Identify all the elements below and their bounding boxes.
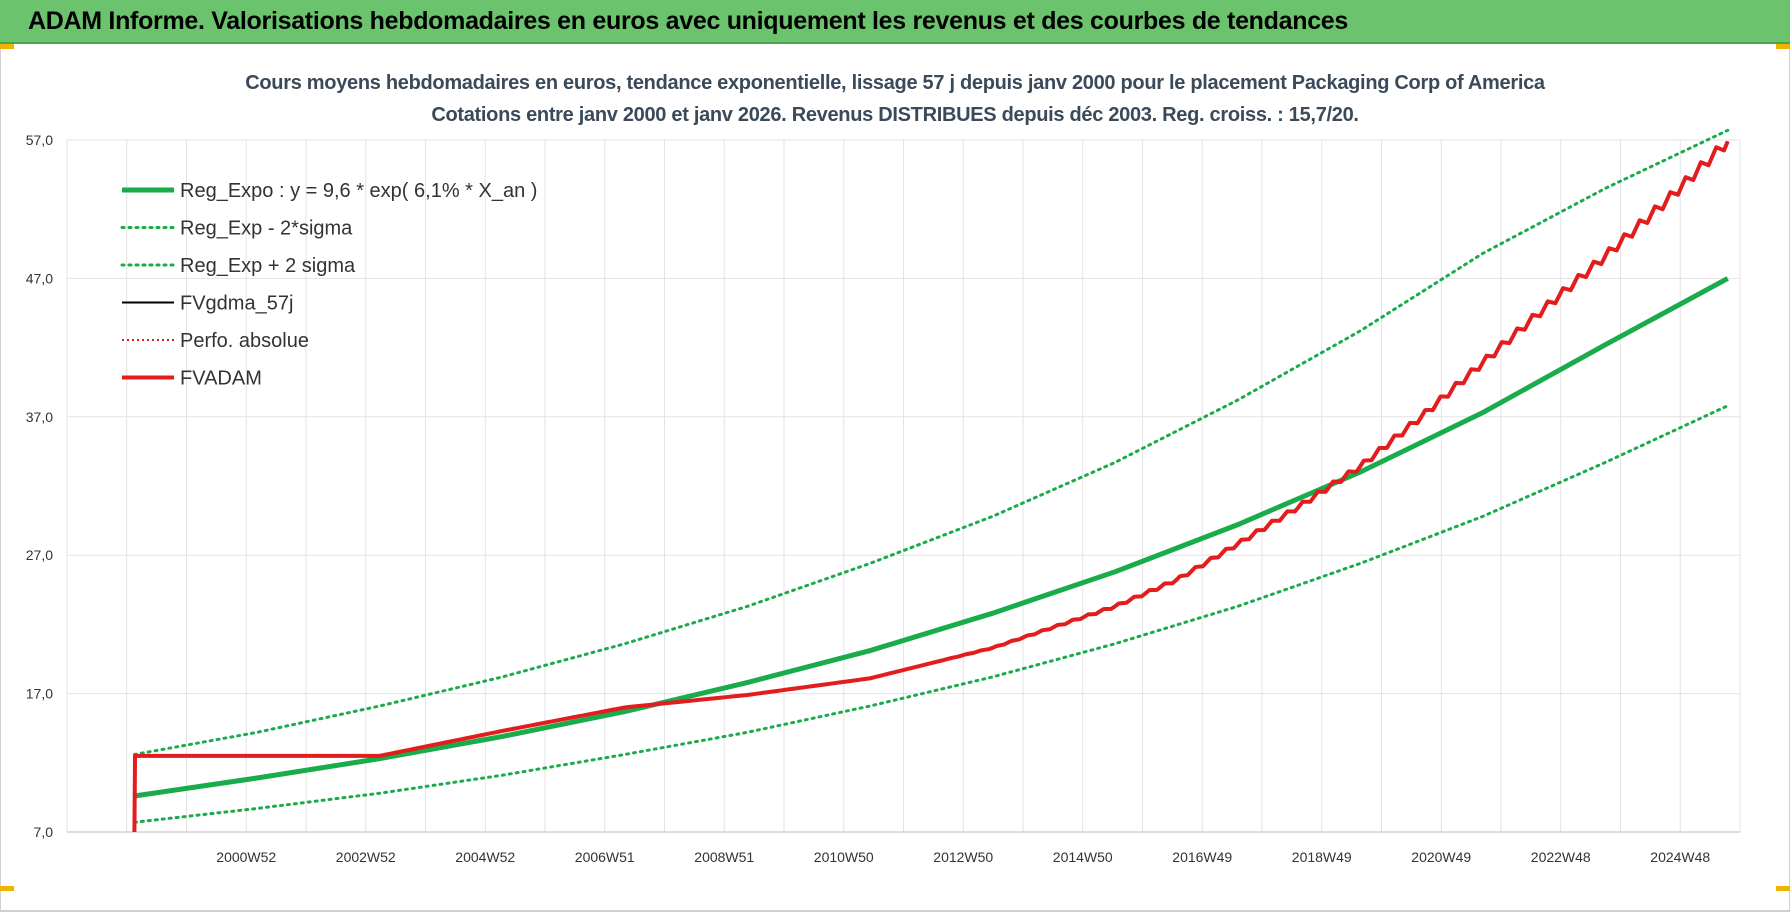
x-tick-label: 2002W52 [336, 849, 396, 865]
x-tick-label: 2006W51 [575, 849, 635, 865]
series-line [132, 128, 1730, 756]
x-tick-label: 2020W49 [1411, 849, 1471, 865]
header-banner: ADAM Informe. Valorisations hebdomadaire… [0, 0, 1790, 44]
x-tick-label: 2000W52 [216, 849, 276, 865]
legend-label: FVgdma_57j [180, 293, 293, 315]
chart-title-line2: Cotations entre janv 2000 et janv 2026. … [431, 104, 1359, 126]
y-tick-label: 7,0 [34, 824, 54, 840]
chart-title-line1: Cours moyens hebdomadaires en euros, ten… [245, 72, 1545, 94]
series-line-fvgdma [379, 140, 1729, 757]
legend-label: Perfo. absolue [180, 330, 309, 352]
series-line [132, 404, 1730, 824]
page-title: ADAM Informe. Valorisations hebdomadaire… [28, 7, 1349, 35]
legend-label: Reg_Exp + 2 sigma [180, 255, 356, 277]
x-tick-label: 2010W50 [814, 849, 874, 865]
series-line [134, 276, 1729, 799]
x-tick-label: 2004W52 [455, 849, 515, 865]
frame-corner-marker [0, 44, 14, 49]
y-tick-label: 17,0 [26, 686, 53, 702]
y-tick-label: 37,0 [26, 409, 53, 425]
frame-corner-marker [0, 886, 14, 891]
x-tick-label: 2024W48 [1650, 849, 1710, 865]
y-tick-label: 27,0 [26, 547, 53, 563]
x-tick-label: 2018W49 [1292, 849, 1352, 865]
frame-corner-marker [1776, 886, 1790, 891]
x-tick-label: 2014W50 [1053, 849, 1113, 865]
legend-label: FVADAM [180, 368, 262, 390]
y-tick-label: 47,0 [26, 270, 53, 286]
x-tick-label: 2008W51 [694, 849, 754, 865]
legend-label: Reg_Exp - 2*sigma [180, 218, 353, 240]
x-tick-label: 2022W48 [1531, 849, 1591, 865]
legend-label: Reg_Expo : y = 9,6 * exp( 6,1% * X_an ) [180, 180, 537, 202]
frame-corner-marker [1776, 44, 1790, 49]
x-tick-label: 2012W50 [933, 849, 993, 865]
x-tick-label: 2016W49 [1172, 849, 1232, 865]
y-tick-label: 57,0 [26, 132, 53, 148]
series-line-fvadam [132, 140, 1730, 833]
